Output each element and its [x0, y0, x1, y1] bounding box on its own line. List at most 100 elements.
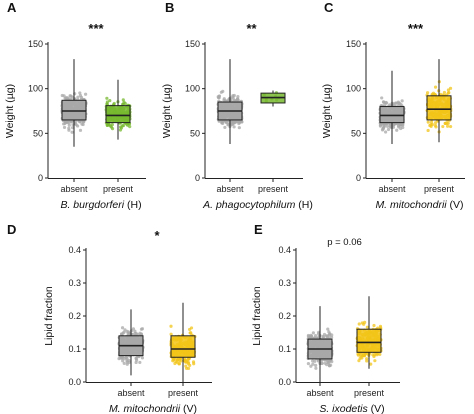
- y-tick-label: 0.1: [278, 344, 291, 354]
- data-point: [442, 90, 447, 95]
- data-point: [327, 330, 331, 334]
- y-tick-label: 150: [185, 39, 200, 49]
- y-tick-label: 0.1: [68, 344, 81, 354]
- y-tick-label: 0.4: [278, 245, 291, 255]
- data-point: [311, 359, 315, 363]
- data-point: [320, 361, 324, 366]
- data-point: [361, 353, 365, 357]
- x-tick-label: present: [168, 388, 199, 398]
- data-point: [379, 326, 383, 330]
- group-absent: absent: [216, 59, 244, 194]
- data-point: [327, 333, 331, 338]
- data-point: [380, 96, 384, 100]
- y-tick-label: 150: [28, 39, 43, 49]
- data-point: [400, 99, 404, 103]
- data-point: [445, 124, 450, 128]
- y-axis-label: Weight (µg): [321, 84, 333, 138]
- data-point: [306, 333, 311, 338]
- data-point: [188, 363, 192, 367]
- data-point: [311, 362, 315, 366]
- data-point: [188, 331, 192, 335]
- data-point: [67, 128, 71, 132]
- data-point: [365, 359, 369, 363]
- data-point: [386, 127, 391, 132]
- data-point: [391, 125, 396, 129]
- data-point: [314, 366, 318, 370]
- significance-label: **: [246, 21, 257, 36]
- data-point: [187, 357, 191, 361]
- data-point: [139, 327, 144, 331]
- data-point: [231, 96, 235, 101]
- data-point: [130, 332, 135, 337]
- y-tick-label: 0: [38, 173, 43, 183]
- data-point: [371, 353, 375, 357]
- data-point: [328, 363, 333, 367]
- x-axis-label: M. mitochondrii (V): [109, 403, 197, 414]
- group-present: present: [103, 79, 134, 194]
- data-point: [381, 125, 386, 130]
- data-point: [311, 331, 315, 335]
- y-tick-label: 0.0: [278, 377, 291, 387]
- data-point: [105, 123, 109, 127]
- data-point: [133, 331, 137, 336]
- y-tick-label: 0.4: [68, 245, 81, 255]
- data-point: [317, 330, 321, 334]
- data-point: [441, 124, 445, 129]
- data-point: [426, 128, 430, 133]
- data-point: [105, 102, 109, 106]
- y-tick-label: 100: [185, 84, 200, 94]
- data-point: [425, 91, 430, 95]
- data-point: [373, 359, 377, 363]
- data-point: [358, 353, 363, 358]
- data-point: [74, 122, 78, 127]
- y-tick-label: 0: [195, 173, 200, 183]
- data-point: [120, 332, 124, 336]
- data-point: [122, 361, 126, 366]
- data-point: [399, 126, 403, 131]
- data-point: [65, 96, 69, 100]
- data-point: [76, 95, 80, 99]
- data-point: [314, 363, 318, 367]
- data-point: [235, 97, 240, 101]
- data-point: [71, 126, 75, 130]
- data-point: [381, 100, 386, 104]
- significance-label: p = 0.06: [327, 237, 362, 248]
- x-axis-label: S. ixodetis (V): [319, 403, 384, 414]
- significance-label: ***: [88, 21, 104, 36]
- data-point: [192, 362, 196, 366]
- panel-label: A: [7, 0, 17, 15]
- y-tick-label: 0.2: [68, 311, 81, 321]
- y-tick-label: 0.3: [68, 278, 81, 288]
- data-point: [120, 124, 125, 128]
- data-point: [134, 360, 138, 365]
- data-point: [447, 91, 451, 95]
- y-tick-label: 0.2: [278, 311, 291, 321]
- panel-e: Ep = 0.06 0.0 0.1 0.2 0.3 0.4 Lipid fraction ab…: [251, 222, 400, 414]
- data-point: [365, 325, 369, 329]
- data-point: [78, 93, 83, 98]
- y-tick-label: 150: [346, 39, 361, 49]
- box-iqr: [61, 99, 87, 121]
- data-point: [232, 125, 236, 129]
- data-point: [129, 329, 134, 333]
- data-point: [128, 125, 132, 129]
- data-point: [356, 352, 360, 356]
- y-tick-label: 50: [190, 128, 200, 138]
- group-absent: absent: [117, 309, 145, 398]
- x-axis-label: A. phagocytophilum (H): [202, 199, 313, 211]
- group-present: present: [354, 296, 385, 398]
- data-point: [330, 333, 334, 337]
- x-tick-label: absent: [216, 184, 244, 194]
- data-point: [169, 332, 173, 336]
- data-point: [138, 360, 142, 365]
- y-tick-label: 100: [28, 84, 43, 94]
- data-point: [223, 125, 227, 130]
- data-point: [68, 94, 72, 98]
- data-point: [110, 127, 115, 131]
- box-iqr: [356, 328, 382, 353]
- panel-label: D: [7, 222, 16, 237]
- group-absent: absent: [60, 59, 88, 194]
- data-point: [67, 123, 71, 127]
- group-present: present: [424, 59, 455, 194]
- panel-label: C: [324, 0, 334, 15]
